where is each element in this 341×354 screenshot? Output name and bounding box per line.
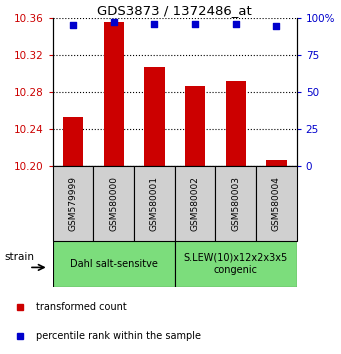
Point — [71, 22, 76, 28]
Point — [192, 22, 198, 27]
FancyBboxPatch shape — [175, 166, 216, 241]
Point — [233, 22, 238, 27]
FancyBboxPatch shape — [256, 166, 297, 241]
Bar — [104, 22, 124, 166]
FancyBboxPatch shape — [53, 166, 93, 241]
Bar — [144, 67, 165, 166]
Bar — [225, 81, 246, 166]
FancyBboxPatch shape — [216, 166, 256, 241]
Text: percentile rank within the sample: percentile rank within the sample — [36, 331, 201, 341]
Point — [273, 23, 279, 29]
Text: GSM580004: GSM580004 — [272, 176, 281, 231]
Bar — [266, 160, 286, 166]
Text: GSM580002: GSM580002 — [191, 176, 199, 231]
Text: transformed count: transformed count — [36, 302, 127, 312]
Point — [111, 19, 117, 25]
Text: strain: strain — [4, 252, 34, 262]
Text: GSM579999: GSM579999 — [69, 176, 78, 231]
FancyBboxPatch shape — [53, 241, 175, 287]
Text: S.LEW(10)x12x2x3x5
congenic: S.LEW(10)x12x2x3x5 congenic — [183, 253, 288, 275]
Text: GSM580001: GSM580001 — [150, 176, 159, 231]
Text: GSM580003: GSM580003 — [231, 176, 240, 231]
FancyBboxPatch shape — [175, 241, 297, 287]
Point — [152, 22, 157, 27]
FancyBboxPatch shape — [93, 166, 134, 241]
Text: Dahl salt-sensitve: Dahl salt-sensitve — [70, 259, 158, 269]
Title: GDS3873 / 1372486_at: GDS3873 / 1372486_at — [98, 4, 252, 17]
Bar — [185, 86, 205, 166]
Bar — [63, 117, 83, 166]
Text: GSM580000: GSM580000 — [109, 176, 118, 231]
FancyBboxPatch shape — [134, 166, 175, 241]
